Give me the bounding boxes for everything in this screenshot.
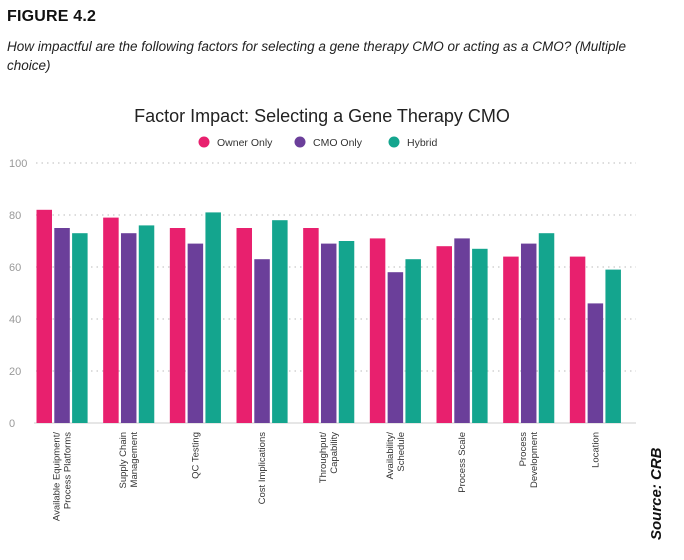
bar-cmo-only — [54, 228, 70, 423]
bar-cmo-only — [454, 238, 470, 423]
y-tick-label: 80 — [9, 210, 21, 222]
x-axis-ticks: Available Equipment/Process Platforms Sup… — [52, 432, 602, 521]
bar-cmo-only — [120, 233, 137, 423]
bar-cmo-only — [187, 243, 204, 423]
bar-hybrid — [405, 259, 421, 423]
chart-legend: Owner Only CMO Only Hybrid — [198, 136, 438, 149]
bar-hybrid — [472, 248, 488, 423]
bar-owner-only — [569, 256, 586, 423]
bar-owner-only — [103, 217, 119, 423]
x-tick-label: Location — [590, 432, 601, 468]
bar-hybrid — [272, 220, 288, 423]
bar-cmo-only — [254, 259, 270, 423]
bar-hybrid — [605, 269, 621, 423]
legend-label: Owner Only — [217, 137, 273, 149]
y-tick-label: 0 — [9, 418, 15, 430]
legend-swatch — [198, 136, 210, 148]
legend-item: CMO Only — [294, 136, 363, 149]
x-tick-label: QC Testing — [190, 432, 201, 479]
bar-owner-only — [169, 228, 186, 423]
bar-hybrid — [72, 233, 88, 423]
x-tick-label: Supply ChainManagement — [118, 432, 140, 489]
source-credit: Source: CRB — [648, 447, 665, 540]
x-tick-label: Process Scale — [457, 432, 468, 493]
bar-owner-only — [36, 209, 52, 423]
bar-owner-only — [303, 228, 319, 423]
legend-item: Hybrid — [388, 136, 438, 149]
x-tick-label: Available Equipment/Process Platforms — [52, 432, 74, 521]
figure-label: FIGURE 4.2 — [7, 8, 97, 25]
x-tick-label: ProcessDevelopment — [518, 432, 540, 488]
y-tick-label: 60 — [9, 262, 21, 274]
bar-hybrid — [205, 212, 221, 423]
bar-cmo-only — [587, 303, 604, 423]
chart-title: Factor Impact: Selecting a Gene Therapy … — [134, 106, 510, 126]
bar-cmo-only — [387, 272, 404, 423]
bar-owner-only — [236, 228, 252, 423]
bar-hybrid — [538, 233, 555, 423]
legend-item: Owner Only — [198, 136, 273, 149]
bar-owner-only — [369, 238, 386, 423]
y-tick-label: 100 — [9, 158, 27, 170]
legend-swatch — [294, 136, 306, 148]
x-tick-label: Cost Implications — [257, 432, 268, 505]
bar-cmo-only — [520, 243, 537, 423]
y-axis-ticks: 0 20 40 60 80 100 — [9, 158, 27, 430]
bar-hybrid — [338, 241, 355, 423]
bar-owner-only — [436, 246, 452, 423]
x-tick-label: Availability/Schedule — [385, 432, 407, 480]
legend-swatch — [388, 136, 400, 148]
y-tick-label: 40 — [9, 314, 21, 326]
bar-cmo-only — [320, 243, 337, 423]
y-tick-label: 20 — [9, 366, 21, 378]
figure-question: How impactful are the following factors … — [7, 39, 627, 73]
legend-label: Hybrid — [407, 137, 438, 149]
bar-hybrid — [138, 225, 155, 423]
bar-owner-only — [503, 256, 519, 423]
x-tick-label: Throughput/Capability — [318, 432, 340, 484]
legend-label: CMO Only — [313, 137, 363, 149]
chart-bars — [36, 209, 621, 423]
